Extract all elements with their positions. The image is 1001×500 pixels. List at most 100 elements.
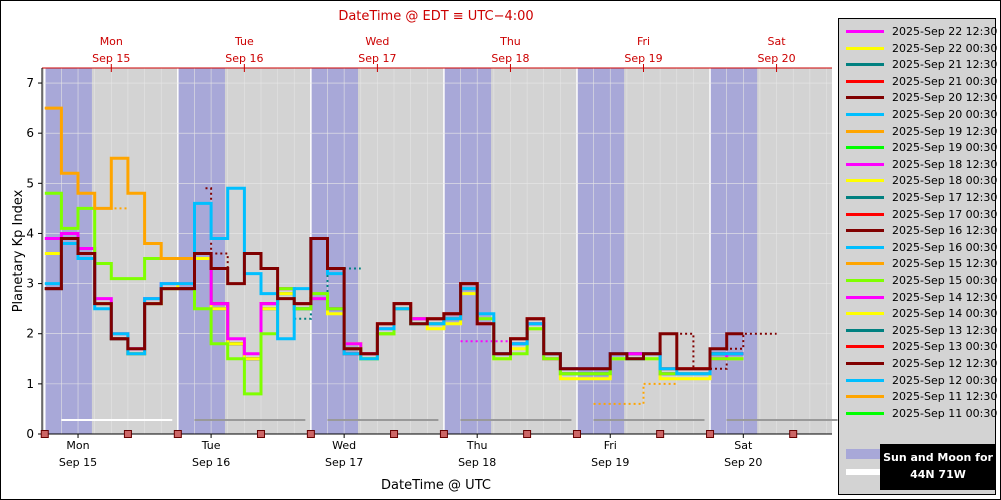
legend-item: 2025-Sep 22 00:30 [839, 41, 998, 57]
chart-title: DateTime @ EDT ≡ UTC−4:00 [338, 9, 533, 24]
legend-item: 2025-Sep 12 00:30 [839, 373, 997, 389]
legend-label: 2025-Sep 21 12:30 [892, 58, 998, 72]
legend-item: 2025-Sep 15 12:30 [839, 256, 998, 272]
legend-item: 2025-Sep 21 12:30 [839, 57, 998, 73]
y-tick-label: 1 [26, 377, 34, 391]
legend-label: 2025-Sep 19 00:30 [892, 141, 998, 155]
legend-swatch [846, 162, 884, 166]
bottom-day-label: Mon [66, 439, 89, 452]
legend-swatch [846, 378, 884, 382]
legend-swatch [846, 129, 884, 133]
legend-swatch [846, 362, 884, 365]
y-tick-label: 4 [26, 226, 34, 240]
bottom-date-label: Sep 18 [458, 456, 496, 469]
y-tick-label: 3 [26, 277, 34, 291]
legend-item: 2025-Sep 20 00:30 [839, 107, 997, 123]
top-date-label: Sep 18 [491, 52, 529, 65]
bottom-day-label: Thu [466, 439, 488, 452]
legend-item: 2025-Sep 11 12:30 [839, 389, 997, 405]
legend-label: 2025-Sep 17 12:30 [892, 191, 998, 204]
legend-swatch [846, 196, 884, 199]
legend-item: 2025-Sep 18 00:30 [839, 173, 998, 189]
sun-moon-marker [706, 430, 715, 438]
sun-moon-marker [123, 430, 132, 438]
legend-item: 2025-Sep 17 12:30 [839, 190, 998, 206]
top-date-label: Sep 15 [92, 52, 130, 65]
sun-moon-marker [390, 430, 399, 438]
sun-moon-marker [40, 430, 49, 438]
legend-label: 2025-Sep 22 00:30 [892, 41, 998, 55]
legend-item: 2025-Sep 19 12:30 [839, 124, 997, 140]
legend-label: 2025-Sep 14 00:30 [892, 307, 998, 321]
legend-swatch [846, 245, 884, 249]
bottom-date-label: Sep 15 [59, 456, 97, 469]
y-tick-label: 2 [26, 327, 34, 341]
y-tick-label: 6 [26, 126, 34, 140]
top-day-label: Tue [234, 35, 254, 48]
legend-label: 2025-Sep 16 12:30 [892, 224, 998, 238]
legend-item: 2025-Sep 15 00:30 [839, 273, 997, 289]
legend-swatch [846, 262, 884, 266]
legend-swatch [846, 328, 884, 332]
legend-label: 2025-Sep 13 12:30 [892, 323, 998, 337]
night-band-0 [44, 68, 92, 434]
night-band-1 [177, 68, 225, 434]
top-date-label: Sep 20 [757, 52, 795, 65]
legend-item: 2025-Sep 12 12:30 [839, 356, 997, 372]
sun-moon-line1: Sun and Moon for [883, 451, 993, 464]
legend-swatch [846, 146, 884, 150]
legend-label: 2025-Sep 18 00:30 [892, 174, 998, 188]
legend-item: 2025-Sep 16 12:30 [839, 223, 998, 239]
legend-item: 2025-Sep 11 00:30 [839, 406, 998, 422]
legend-label: 2025-Sep 15 12:30 [892, 257, 998, 271]
legend-item: 2025-Sep 17 00:30 [839, 207, 998, 223]
sun-moon-marker [572, 430, 581, 438]
legend-label: 2025-Sep 21 00:30 [892, 74, 998, 88]
y-axis-title: Planetary Kp Index [11, 189, 26, 312]
bottom-date-label: Sep 19 [591, 456, 629, 469]
series-line-2025-sep-16-12-30 [44, 237, 744, 371]
series-line-2025-sep-15-12-30 [44, 106, 195, 260]
legend-panel: 2025-Sep 22 12:30 2025-Sep 22 00:30 2025-S… [838, 18, 998, 495]
bottom-day-label: Fri [604, 439, 617, 452]
legend-item: 2025-Sep 13 12:30 [839, 323, 998, 339]
y-tick-label: 5 [26, 176, 34, 190]
night-band-5 [710, 68, 758, 434]
legend-swatch [846, 179, 884, 183]
night-band-2 [310, 68, 358, 434]
legend-label: 2025-Sep 17 00:30 [892, 207, 998, 221]
top-day-label: Thu [499, 35, 521, 48]
bottom-day-label: Sat [734, 439, 753, 452]
top-date-label: Sep 17 [358, 52, 396, 65]
legend-swatch [846, 295, 884, 299]
legend-label: 2025-Sep 22 12:30 [892, 25, 998, 38]
dotted-forecast-line-5 [660, 332, 777, 370]
legend-label: 2025-Sep 13 00:30 [892, 340, 998, 354]
top-date-label: Sep 16 [225, 52, 263, 65]
legend-swatch [846, 46, 884, 50]
legend-item: 2025-Sep 20 12:30 [839, 90, 997, 106]
legend-item: 2025-Sep 16 00:30 [839, 240, 998, 256]
sun-moon-marker [306, 430, 315, 438]
legend-item: 2025-Sep 21 00:30 [839, 74, 998, 90]
y-tick-label: 7 [26, 76, 34, 90]
legend-swatch [846, 79, 884, 83]
bottom-date-label: Sep 17 [325, 456, 363, 469]
legend-swatch [846, 63, 884, 67]
legend-item: 2025-Sep 18 12:30 [839, 157, 997, 173]
legend-item: 2025-Sep 14 12:30 [839, 290, 997, 306]
legend-swatch [846, 411, 884, 415]
sun-moon-caption: Sun and Moon for 44N 71W [880, 444, 996, 490]
sun-moon-marker [523, 430, 532, 438]
sun-moon-marker [256, 430, 265, 438]
legend-label: 2025-Sep 11 00:30 [892, 406, 998, 420]
x-axis-title: DateTime @ UTC [381, 478, 491, 493]
sun-moon-location: 44N 71W [910, 468, 966, 481]
legend-swatch [846, 279, 884, 282]
legend-swatch [846, 212, 884, 216]
legend-swatch [846, 30, 884, 33]
legend-label: 2025-Sep 16 00:30 [892, 240, 998, 254]
top-date-label: Sep 19 [624, 52, 662, 65]
legend-day-swatch [846, 469, 884, 475]
